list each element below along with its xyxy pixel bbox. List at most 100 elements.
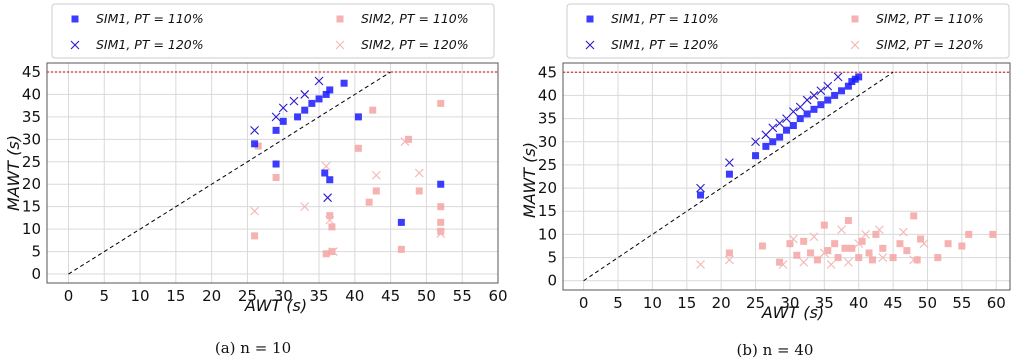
data-point xyxy=(833,72,843,82)
data-point xyxy=(965,230,973,238)
data-point xyxy=(800,237,808,245)
legend-marker xyxy=(336,15,344,23)
data-point xyxy=(837,225,846,235)
x-tick-label: 10 xyxy=(131,287,150,305)
data-point xyxy=(844,217,852,225)
x-tick-label: 45 xyxy=(884,294,903,312)
data-point xyxy=(813,256,821,264)
x-tick-label: 30 xyxy=(780,294,799,312)
data-point xyxy=(250,206,259,216)
data-point xyxy=(372,187,380,195)
data-point xyxy=(272,160,280,168)
data-point xyxy=(934,254,942,262)
data-point xyxy=(328,223,336,231)
data-point xyxy=(816,86,826,96)
x-tick-label: 0 xyxy=(579,294,589,312)
y-tick-label: 20 xyxy=(538,179,557,197)
data-point xyxy=(321,161,331,171)
y-tick-label: 20 xyxy=(22,175,41,193)
data-point xyxy=(762,142,770,150)
data-point xyxy=(844,257,853,267)
data-point xyxy=(889,254,897,262)
y-tick-label: 35 xyxy=(538,110,557,128)
legend-marker xyxy=(850,40,860,50)
data-point xyxy=(301,106,309,114)
x-tick-label: 20 xyxy=(712,294,731,312)
chart-panel-b: 0 5 10 15 20 25 30 35 40 45 50 55 60 0 5 10 15 20 25 30 35 40… xyxy=(520,3,1011,359)
data-point xyxy=(775,118,785,128)
legend-box-b xyxy=(566,3,1010,59)
x-tick-label: 40 xyxy=(345,287,364,305)
data-point xyxy=(278,103,288,113)
y-tick-label: 15 xyxy=(22,198,41,216)
data-point xyxy=(802,95,812,105)
x-tick-label: 60 xyxy=(987,294,1006,312)
legend-marker xyxy=(71,15,79,23)
data-point xyxy=(823,81,833,91)
legend-label-sim2-110: SIM2, PT = 110% xyxy=(361,11,469,26)
y-tick-label: 35 xyxy=(22,108,41,126)
data-point xyxy=(328,247,338,256)
x-tick-label: 20 xyxy=(202,287,221,305)
x-tick-label: 15 xyxy=(677,294,696,312)
legend-label-sim1-110: SIM1, PT = 110% xyxy=(611,11,719,26)
data-point xyxy=(826,260,836,269)
data-point xyxy=(796,115,804,123)
x-tick-label: 55 xyxy=(952,294,971,312)
data-point xyxy=(899,227,908,237)
plot-area-frame xyxy=(46,62,499,284)
x-tick-label: 5 xyxy=(99,287,109,305)
data-point xyxy=(872,230,880,238)
x-tick-label: 50 xyxy=(918,294,937,312)
x-tick-label: 55 xyxy=(453,287,472,305)
legend-marker xyxy=(335,40,345,50)
data-point xyxy=(437,99,445,107)
data-point xyxy=(437,203,445,211)
data-point xyxy=(913,256,921,264)
data-point xyxy=(958,242,966,250)
data-point xyxy=(365,198,373,206)
data-point xyxy=(371,170,381,180)
x-tick-label: 25 xyxy=(238,287,257,305)
y-tick-label: 25 xyxy=(22,153,41,171)
data-point xyxy=(831,91,839,99)
y-tick-label: 0 xyxy=(547,272,557,290)
data-point xyxy=(315,95,323,103)
data-point xyxy=(769,138,777,146)
data-point xyxy=(369,106,377,114)
data-point xyxy=(323,193,333,203)
data-point xyxy=(326,176,334,184)
reference-line-diagonal xyxy=(68,71,391,275)
data-point xyxy=(874,225,884,235)
y-tick-label: 45 xyxy=(538,63,557,81)
data-point xyxy=(314,76,324,86)
data-point xyxy=(820,221,828,229)
data-point xyxy=(865,249,873,257)
data-point xyxy=(340,79,348,87)
data-point xyxy=(271,112,281,122)
y-tick-label: 10 xyxy=(22,220,41,238)
legend-label-sim1-120: SIM1, PT = 120% xyxy=(611,37,719,52)
data-point xyxy=(725,255,734,265)
data-point xyxy=(788,234,798,244)
plot-area-frame xyxy=(562,62,1011,291)
y-tick-label: 5 xyxy=(31,243,41,261)
x-tick-label: 30 xyxy=(274,287,293,305)
y-axis-label-a: MAWT (s) xyxy=(4,135,23,211)
data-point xyxy=(789,122,797,130)
x-tick-label: 50 xyxy=(417,287,436,305)
data-point xyxy=(251,232,259,240)
data-point xyxy=(415,187,423,195)
data-point xyxy=(855,254,863,262)
data-point xyxy=(436,229,446,239)
legend-marker xyxy=(585,40,595,50)
x-axis-label-b: AWT (s) xyxy=(761,303,824,322)
data-point xyxy=(326,86,334,94)
chart-panel-a: 0 5 10 15 20 25 30 35 40 45 50 55 60 0 5 10 15 20 25 30 35 40… xyxy=(4,3,508,357)
data-point xyxy=(854,239,864,249)
legend-marker xyxy=(851,15,859,23)
data-point xyxy=(786,240,794,248)
data-point xyxy=(782,114,791,123)
data-point xyxy=(326,212,334,220)
x-tick-label: 35 xyxy=(309,287,328,305)
